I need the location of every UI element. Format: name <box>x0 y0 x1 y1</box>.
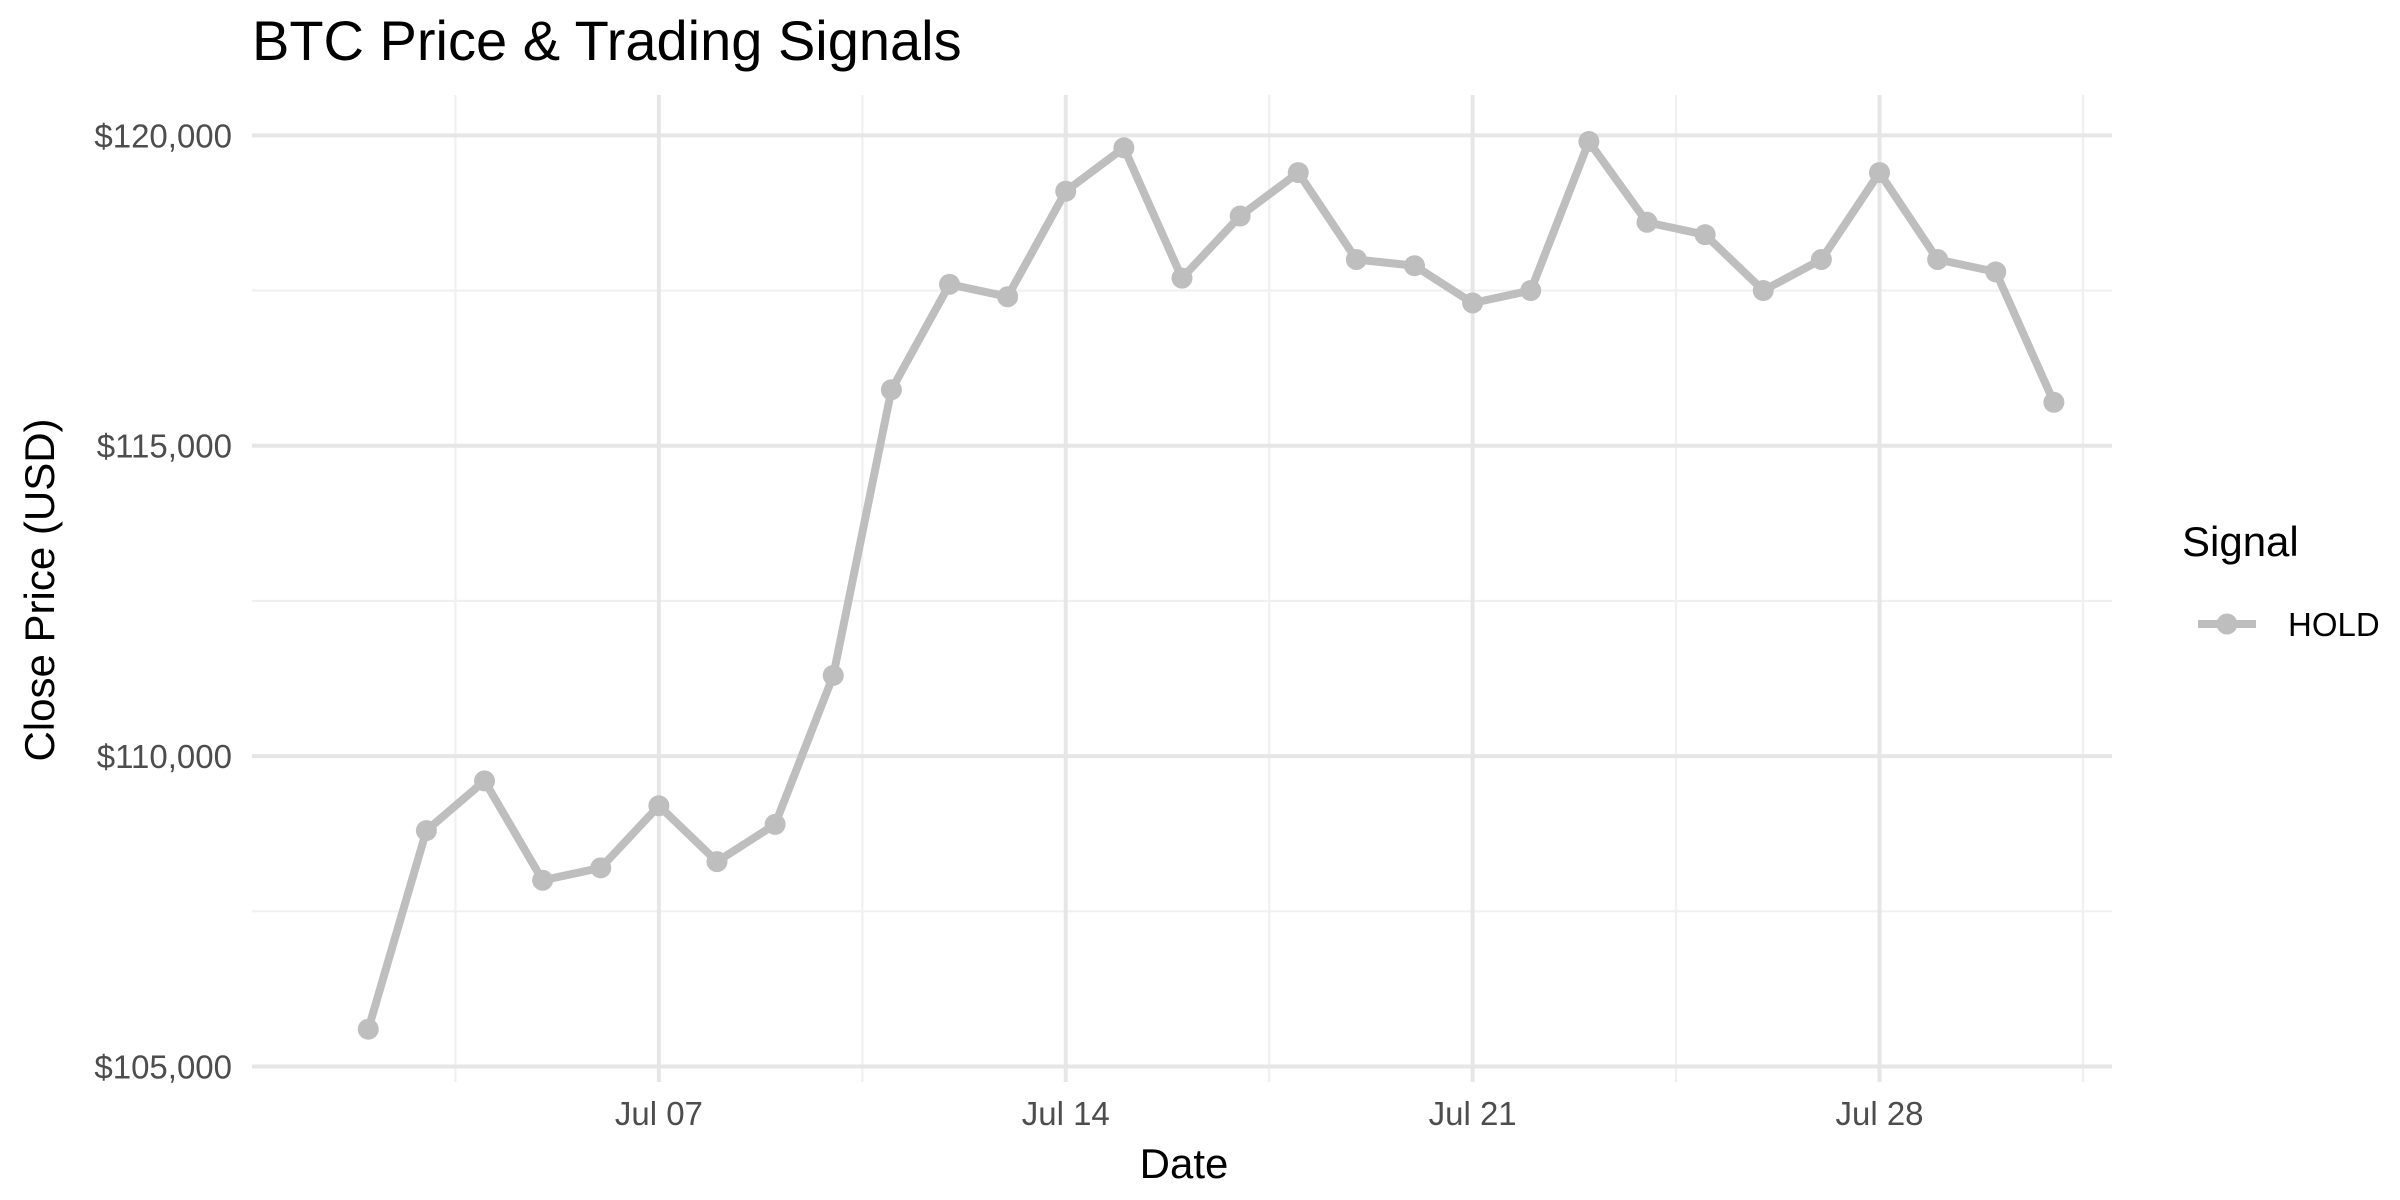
data-point <box>939 273 960 295</box>
x-tick-label: Jul 21 <box>1429 1095 1517 1132</box>
data-point <box>1345 249 1367 270</box>
data-point <box>1404 255 1425 277</box>
data-point <box>474 770 495 792</box>
legend-label: HOLD <box>2288 606 2380 643</box>
x-tick-label: Jul 07 <box>615 1095 703 1132</box>
data-point <box>1113 137 1135 159</box>
x-axis: Jul 07 Jul 14 Jul 21 Jul 28 <box>615 1095 1924 1132</box>
data-point <box>1927 249 1949 270</box>
data-point <box>415 820 437 842</box>
y-tick-label: $110,000 <box>97 738 232 775</box>
data-point <box>1520 280 1542 302</box>
y-axis: $105,000 $110,000 $115,000 $120,000 <box>94 117 232 1085</box>
grid <box>252 95 2112 1082</box>
data-point <box>1752 280 1774 302</box>
x-tick-label: Jul 28 <box>1835 1095 1923 1132</box>
data-point <box>764 813 786 835</box>
x-axis-title: Date <box>1140 1140 1229 1187</box>
legend: Signal HOLD <box>2182 518 2380 643</box>
data-point <box>532 869 554 891</box>
legend-items: HOLD <box>2198 606 2380 643</box>
data-point <box>997 286 1019 308</box>
x-tick-label: Jul 14 <box>1022 1095 1110 1132</box>
data-point <box>1636 211 1658 233</box>
data-point <box>1578 131 1600 153</box>
data-point <box>1462 292 1484 314</box>
chart-title: BTC Price & Trading Signals <box>252 9 962 72</box>
data-point <box>1171 267 1193 289</box>
legend-key-point <box>2216 613 2238 635</box>
y-tick-label: $115,000 <box>97 428 232 465</box>
data-point <box>706 851 728 873</box>
y-axis-title: Close Price (USD) <box>16 418 63 761</box>
data-point <box>1694 224 1716 246</box>
data-point <box>1869 162 1890 184</box>
y-tick-label: $105,000 <box>94 1048 232 1085</box>
data-point <box>880 379 902 401</box>
data-point <box>1810 249 1832 270</box>
data-point <box>648 795 670 817</box>
legend-title: Signal <box>2182 518 2299 565</box>
data-point <box>2043 391 2065 413</box>
data-point <box>590 857 612 879</box>
data-point <box>1287 162 1309 184</box>
data-point <box>822 664 844 686</box>
series-line-hold <box>364 137 2058 1031</box>
data-point <box>1229 205 1251 227</box>
series-layer <box>357 131 2065 1040</box>
data-point <box>357 1018 379 1040</box>
data-point <box>1055 180 1077 202</box>
data-point <box>1985 261 2007 283</box>
y-tick-label: $120,000 <box>94 117 232 154</box>
